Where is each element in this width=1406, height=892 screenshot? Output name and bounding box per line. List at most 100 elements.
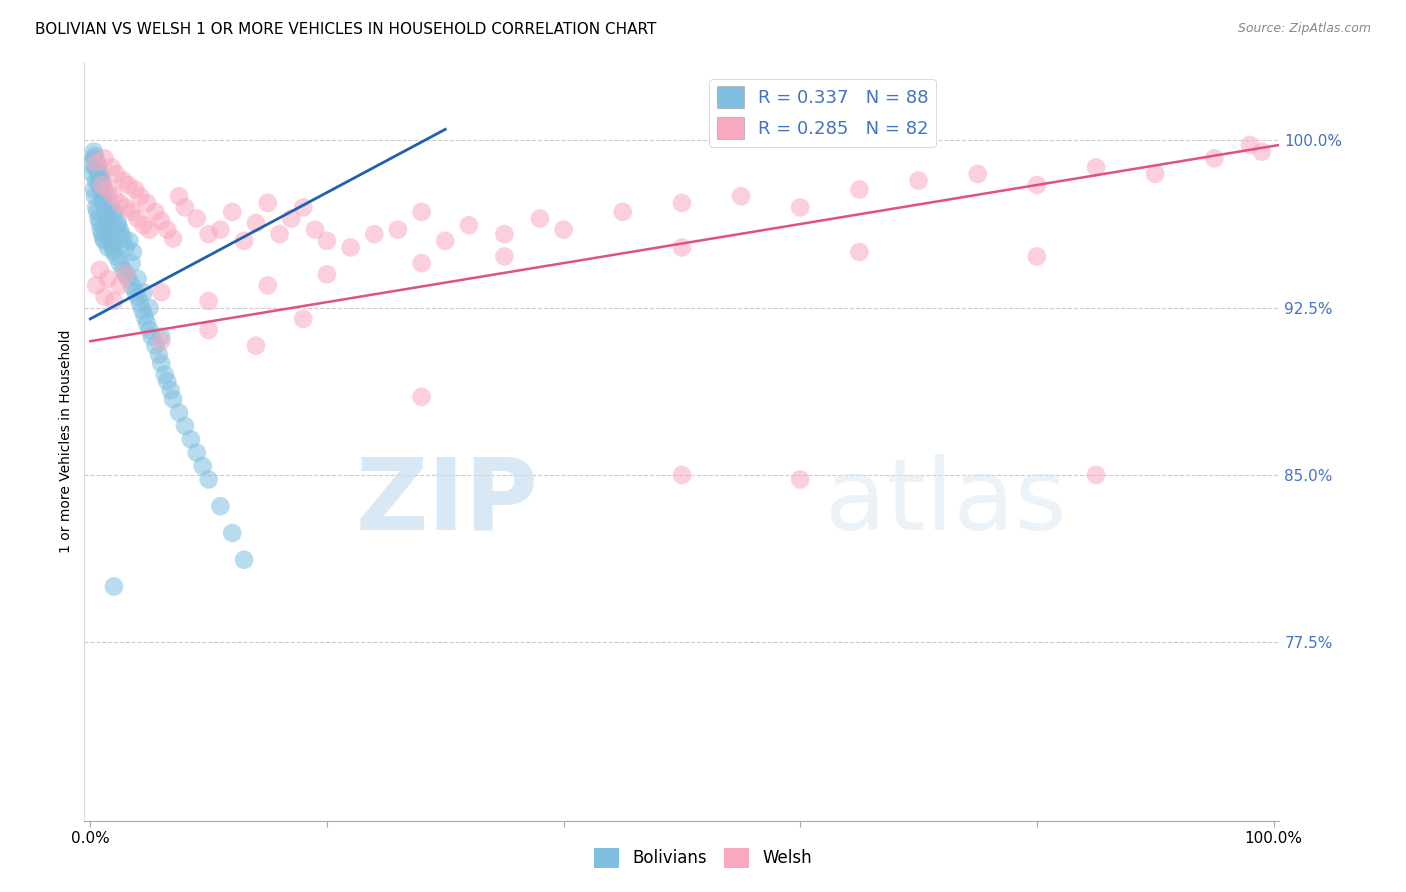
Point: [159, 383, 181, 397]
Point: [730, 189, 752, 203]
Point: [93, 200, 115, 214]
Point: [671, 240, 693, 254]
Point: [114, 200, 136, 214]
Point: [162, 231, 184, 245]
Point: [97, 216, 120, 230]
Point: [221, 525, 243, 540]
Point: [83, 151, 105, 165]
Point: [1025, 249, 1047, 263]
Point: [89, 178, 111, 192]
Point: [150, 213, 173, 227]
Point: [108, 278, 131, 293]
Point: [87, 171, 110, 186]
Point: [136, 195, 159, 210]
Point: [93, 289, 115, 303]
Point: [121, 256, 143, 270]
Point: [156, 374, 179, 388]
Point: [1239, 137, 1261, 152]
Point: [89, 216, 111, 230]
Point: [209, 222, 232, 236]
Point: [256, 195, 278, 210]
Point: [156, 222, 179, 236]
Point: [91, 231, 114, 245]
Point: [458, 218, 481, 232]
Point: [150, 329, 173, 343]
Point: [121, 204, 143, 219]
Point: [339, 240, 361, 254]
Point: [97, 240, 120, 254]
Point: [138, 222, 160, 236]
Point: [966, 167, 988, 181]
Point: [129, 189, 152, 203]
Text: ZIP: ZIP: [356, 454, 538, 550]
Point: [103, 189, 125, 203]
Point: [93, 182, 115, 196]
Point: [1204, 151, 1226, 165]
Point: [84, 160, 107, 174]
Point: [103, 244, 125, 259]
Point: [108, 256, 131, 270]
Point: [108, 222, 131, 236]
Point: [91, 176, 114, 190]
Point: [103, 204, 125, 219]
Point: [86, 162, 108, 177]
Point: [245, 338, 267, 352]
Point: [108, 195, 131, 210]
Point: [93, 151, 115, 165]
Point: [529, 211, 551, 226]
Point: [122, 244, 145, 259]
Point: [118, 234, 141, 248]
Point: [434, 234, 457, 248]
Point: [316, 267, 339, 281]
Point: [411, 390, 433, 404]
Point: [87, 162, 110, 177]
Point: [269, 227, 291, 241]
Point: [848, 182, 870, 196]
Point: [127, 211, 149, 226]
Point: [167, 405, 190, 419]
Point: [101, 240, 124, 254]
Point: [90, 222, 112, 236]
Point: [387, 222, 409, 236]
Point: [138, 323, 160, 337]
Point: [167, 189, 190, 203]
Point: [150, 356, 173, 370]
Point: [87, 211, 110, 226]
Point: [671, 195, 693, 210]
Point: [121, 278, 143, 293]
Point: [612, 204, 634, 219]
Point: [82, 167, 104, 181]
Point: [91, 227, 114, 241]
Point: [83, 182, 105, 196]
Point: [316, 234, 339, 248]
Point: [127, 289, 149, 303]
Point: [96, 211, 118, 226]
Point: [150, 285, 173, 299]
Text: Source: ZipAtlas.com: Source: ZipAtlas.com: [1237, 22, 1371, 36]
Point: [132, 218, 155, 232]
Point: [292, 311, 315, 326]
Text: BOLIVIAN VS WELSH 1 OR MORE VEHICLES IN HOUSEHOLD CORRELATION CHART: BOLIVIAN VS WELSH 1 OR MORE VEHICLES IN …: [35, 22, 657, 37]
Point: [186, 445, 208, 459]
Y-axis label: 1 or more Vehicles in Household: 1 or more Vehicles in Household: [59, 330, 73, 553]
Point: [83, 145, 105, 159]
Point: [143, 204, 166, 219]
Point: [789, 472, 811, 486]
Point: [848, 244, 870, 259]
Point: [90, 182, 112, 196]
Point: [141, 329, 163, 343]
Point: [100, 234, 122, 248]
Legend: R = 0.337   N = 88, R = 0.285   N = 82: R = 0.337 N = 88, R = 0.285 N = 82: [710, 79, 936, 146]
Point: [112, 262, 135, 277]
Point: [100, 200, 122, 214]
Point: [233, 552, 256, 566]
Point: [114, 240, 136, 254]
Point: [197, 227, 219, 241]
Point: [233, 234, 256, 248]
Point: [191, 458, 214, 473]
Point: [148, 347, 170, 361]
Point: [103, 293, 125, 308]
Point: [94, 204, 117, 219]
Point: [114, 267, 136, 281]
Point: [245, 216, 267, 230]
